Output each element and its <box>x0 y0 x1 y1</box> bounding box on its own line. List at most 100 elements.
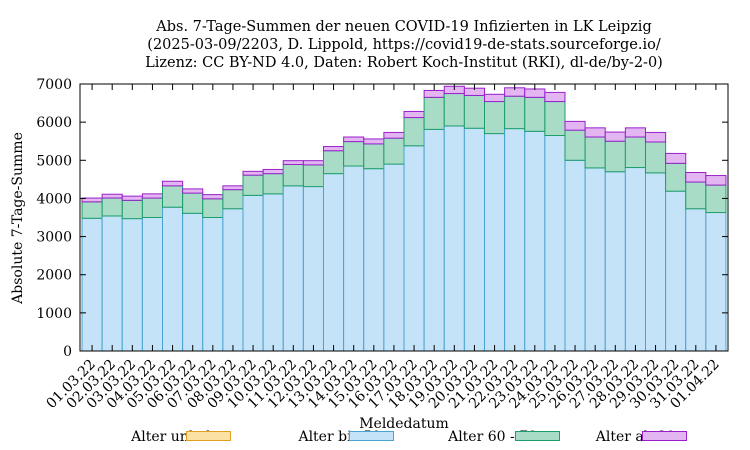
bar-2-28.03.22 <box>624 167 646 352</box>
bar-2-27.03.22 <box>604 171 626 352</box>
bar-2-25.03.22 <box>564 159 586 352</box>
bar-2-23.03.22 <box>524 130 546 352</box>
bar-2-30.03.22 <box>665 190 687 352</box>
title-line-2: (2025-03-09/2203, D. Lippold, https://co… <box>147 37 661 53</box>
bar-3-02.03.22 <box>101 197 123 217</box>
bar-2-22.03.22 <box>504 128 526 352</box>
y-axis-label: Absolute 7-Tage-Summe <box>10 132 26 305</box>
bar-3-30.03.22 <box>665 162 687 192</box>
bar-4-28.03.22 <box>624 127 646 138</box>
bar-3-09.03.22 <box>242 174 264 196</box>
bar-4-27.03.22 <box>604 131 626 142</box>
legend-label: Alter 60 - 79 <box>447 429 537 445</box>
bar-3-24.03.22 <box>544 101 566 137</box>
bar-4-16.03.22 <box>383 131 405 139</box>
y-tick-label: 6000 <box>36 115 72 131</box>
bar-2-20.03.22 <box>463 127 485 352</box>
bar-3-08.03.22 <box>222 189 244 210</box>
plot-frame <box>79 83 729 352</box>
bar-4-05.03.22 <box>162 180 184 187</box>
y-tick-label: 4000 <box>36 191 72 207</box>
bar-2-15.03.22 <box>363 168 385 352</box>
bar-3-04.03.22 <box>141 197 164 219</box>
y-tick-labels: 0 1000 2000 3000 4000 5000 6000 7000 <box>36 77 72 360</box>
bar-4-18.03.22 <box>423 89 445 98</box>
bar-3-25.03.22 <box>564 129 586 161</box>
bar-2-01.03.22 <box>81 217 103 352</box>
bar-3-19.03.22 <box>443 93 465 127</box>
bar-3-06.03.22 <box>182 192 204 214</box>
bar-4-23.03.22 <box>524 88 546 98</box>
bar-3-23.03.22 <box>524 96 546 132</box>
bar-3-31.03.22 <box>685 181 707 210</box>
bar-4-31.03.22 <box>685 171 707 183</box>
bar-3-13.03.22 <box>323 150 345 175</box>
bar-2-24.03.22 <box>544 134 566 352</box>
bar-4-04.03.22 <box>141 193 164 199</box>
bar-4-07.03.22 <box>202 194 224 200</box>
bar-3-26.03.22 <box>584 136 606 169</box>
bar-2-31.03.22 <box>685 208 707 352</box>
y-tick-label: 3000 <box>36 230 72 246</box>
bar-4-01.04.22 <box>705 175 727 186</box>
bar-3-07.03.22 <box>202 198 224 218</box>
bars <box>81 85 727 352</box>
bar-2-01.04.22 <box>705 212 727 352</box>
bar-3-14.03.22 <box>343 141 365 167</box>
bar-2-10.03.22 <box>262 193 284 352</box>
bar-3-29.03.22 <box>644 141 667 174</box>
bar-4-08.03.22 <box>222 185 244 191</box>
bar-3-20.03.22 <box>463 94 485 129</box>
title-line-3: Lizenz: CC BY-ND 4.0, Daten: Robert Koch… <box>145 55 663 71</box>
legend-swatch <box>349 431 394 441</box>
bar-2-19.03.22 <box>443 125 465 352</box>
bar-3-27.03.22 <box>604 140 626 173</box>
bar-4-11.03.22 <box>282 160 304 165</box>
bar-2-14.03.22 <box>343 165 365 352</box>
bar-3-12.03.22 <box>302 164 325 188</box>
bar-3-01.03.22 <box>81 201 103 219</box>
bar-4-17.03.22 <box>403 110 425 119</box>
bar-4-25.03.22 <box>564 120 586 131</box>
bar-3-18.03.22 <box>423 96 445 130</box>
bar-3-10.03.22 <box>262 173 284 195</box>
title-line-1: Abs. 7-Tage-Summen der neuen COVID-19 In… <box>155 19 651 35</box>
x-tick-labels: 01.03.2202.03.2203.03.2204.03.2205.03.22… <box>44 357 723 412</box>
bar-4-13.03.22 <box>323 146 345 152</box>
legend-swatch <box>515 431 560 441</box>
chart-title: Abs. 7-Tage-Summen der neuen COVID-19 In… <box>145 19 663 71</box>
y-tick-label: 2000 <box>36 268 72 284</box>
legend-swatch <box>186 431 231 441</box>
bar-3-15.03.22 <box>363 143 385 170</box>
bar-2-08.03.22 <box>222 208 244 352</box>
bar-4-10.03.22 <box>262 168 284 175</box>
x-axis-label: Meldedatum <box>359 416 449 432</box>
y-tick-label: 0 <box>63 344 72 360</box>
bar-2-07.03.22 <box>202 217 224 352</box>
bar-2-29.03.22 <box>644 172 667 352</box>
bar-4-30.03.22 <box>665 152 687 164</box>
bar-3-05.03.22 <box>162 185 184 208</box>
bar-4-12.03.22 <box>302 160 325 166</box>
bar-4-21.03.22 <box>484 93 506 103</box>
bar-4-06.03.22 <box>182 188 204 194</box>
bar-2-12.03.22 <box>302 186 325 352</box>
bar-2-16.03.22 <box>383 163 405 352</box>
y-tick-label: 1000 <box>36 306 72 322</box>
bar-2-17.03.22 <box>403 145 425 352</box>
bar-3-28.03.22 <box>624 136 646 169</box>
bar-3-22.03.22 <box>504 95 526 130</box>
bar-4-15.03.22 <box>363 138 385 145</box>
bar-4-29.03.22 <box>644 131 667 143</box>
bar-3-11.03.22 <box>282 163 304 187</box>
bar-2-11.03.22 <box>282 185 304 352</box>
y-tick-label: 7000 <box>36 77 72 93</box>
bar-4-09.03.22 <box>242 170 264 176</box>
bar-4-02.03.22 <box>101 193 123 199</box>
bar-2-05.03.22 <box>162 206 184 352</box>
legend-swatch <box>642 431 687 441</box>
bar-2-04.03.22 <box>141 217 164 352</box>
bar-3-16.03.22 <box>383 137 405 165</box>
bar-3-03.03.22 <box>121 199 143 220</box>
bar-2-18.03.22 <box>423 128 445 352</box>
